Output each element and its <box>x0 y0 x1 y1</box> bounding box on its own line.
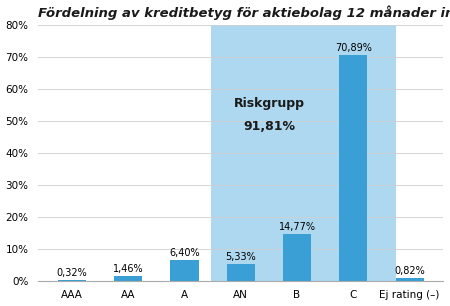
Text: Fördelning av kreditbetyg för aktiebolag 12 månader innan konkurs: Fördelning av kreditbetyg för aktiebolag… <box>38 6 450 20</box>
Text: 70,89%: 70,89% <box>335 43 372 53</box>
Bar <box>227 264 255 281</box>
Bar <box>58 280 86 281</box>
Text: 1,46%: 1,46% <box>113 264 144 274</box>
Text: 14,77%: 14,77% <box>279 222 315 232</box>
Bar <box>171 260 198 281</box>
Text: 0,32%: 0,32% <box>57 268 87 278</box>
Text: 5,33%: 5,33% <box>225 252 256 262</box>
Bar <box>396 278 423 281</box>
Text: Riskgrupp: Riskgrupp <box>234 97 305 110</box>
Text: 91,81%: 91,81% <box>243 120 295 132</box>
Bar <box>283 233 311 281</box>
Bar <box>114 276 142 281</box>
Text: 6,40%: 6,40% <box>169 248 200 258</box>
Text: 0,82%: 0,82% <box>394 266 425 276</box>
Bar <box>211 25 396 281</box>
Bar <box>339 54 367 281</box>
